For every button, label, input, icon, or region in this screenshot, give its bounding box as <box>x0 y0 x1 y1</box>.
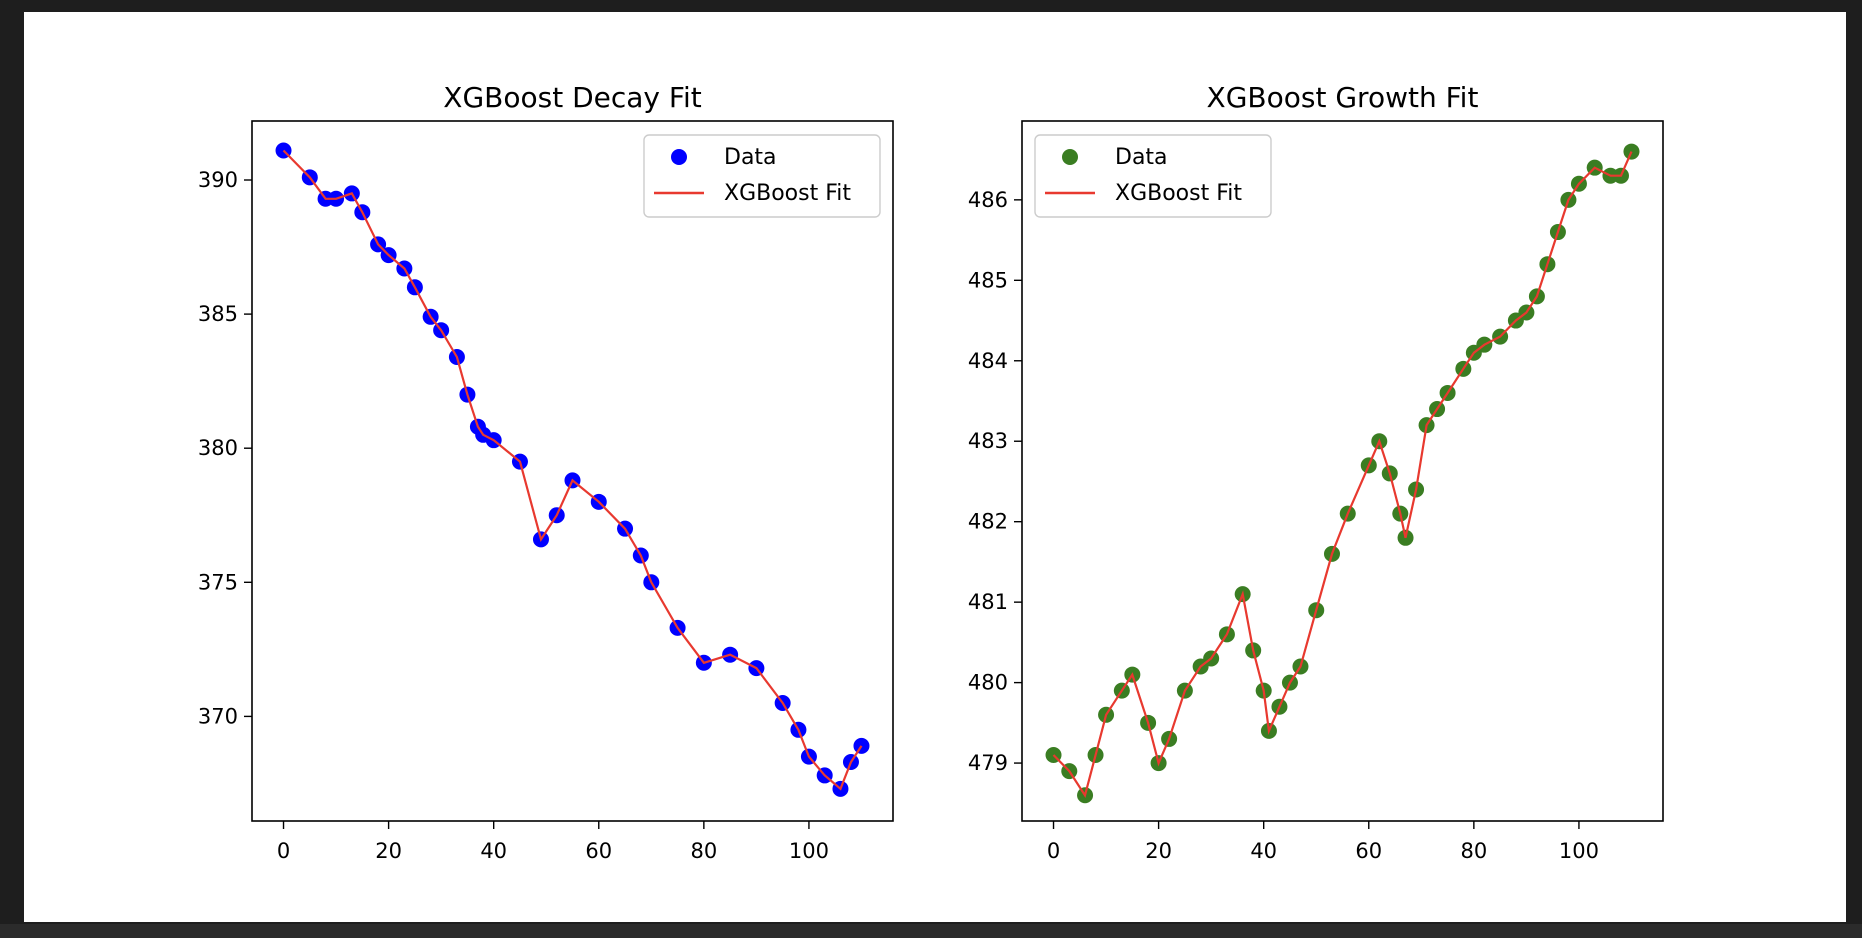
legend-box <box>643 134 881 218</box>
x-tick-label: 0 <box>277 839 290 863</box>
plot-area-frame <box>1021 120 1664 822</box>
x-tick-label: 80 <box>690 839 717 863</box>
x-tick-label: 40 <box>1250 839 1277 863</box>
y-tick-label: 390 <box>198 168 238 192</box>
legend: Data XGBoost Fit <box>1034 134 1272 218</box>
x-tick-label: 100 <box>789 839 829 863</box>
y-tick-label: 370 <box>198 704 238 728</box>
y-tick-label: 481 <box>968 590 1008 614</box>
legend-label: XGBoost Fit <box>724 181 851 206</box>
y-tick-label: 486 <box>968 188 1008 212</box>
fit-line <box>282 149 863 791</box>
y-tick-label: 479 <box>968 751 1008 775</box>
legend-marker <box>671 149 687 165</box>
x-tick-label: 20 <box>1145 839 1172 863</box>
legend-label: Data <box>1115 145 1168 170</box>
legend-label: XGBoost Fit <box>1115 181 1242 206</box>
chart-title: XGBoost Growth Fit <box>1207 81 1479 114</box>
y-tick-label: 482 <box>968 510 1008 534</box>
y-tick-label: 375 <box>198 570 238 594</box>
x-tick-label: 60 <box>1355 839 1382 863</box>
data-point <box>1623 143 1640 160</box>
plot-area-frame <box>251 120 894 822</box>
x-tick-label: 60 <box>585 839 612 863</box>
x-tick-label: 100 <box>1559 839 1599 863</box>
chart-title: XGBoost Decay Fit <box>443 81 701 114</box>
chart-panel-1: XGBoost Decay Fit 0 20 40 60 80 100 370 375 380 38… <box>198 81 894 863</box>
figure-background <box>24 12 1846 922</box>
charts-group: XGBoost Decay Fit 0 20 40 60 80 100 370 375 380 38… <box>198 81 1664 863</box>
legend-box <box>1034 134 1272 218</box>
x-tick-label: 40 <box>480 839 507 863</box>
fit-line <box>1052 151 1633 798</box>
y-tick-label: 480 <box>968 671 1008 695</box>
y-tick-label: 485 <box>968 268 1008 292</box>
y-tick-label: 483 <box>968 429 1008 453</box>
y-tick-label: 385 <box>198 302 238 326</box>
x-tick-label: 20 <box>375 839 402 863</box>
chart-panel-2: XGBoost Growth Fit 0 20 40 60 80 100 479 480 481 4… <box>968 81 1664 863</box>
legend-marker <box>1062 149 1078 165</box>
x-tick-label: 0 <box>1047 839 1060 863</box>
x-tick-label: 80 <box>1460 839 1487 863</box>
bottom-strip <box>0 924 1862 938</box>
legend-label: Data <box>724 145 777 170</box>
y-tick-label: 484 <box>968 349 1008 373</box>
y-tick-label: 380 <box>198 436 238 460</box>
legend: Data XGBoost Fit <box>643 134 881 218</box>
